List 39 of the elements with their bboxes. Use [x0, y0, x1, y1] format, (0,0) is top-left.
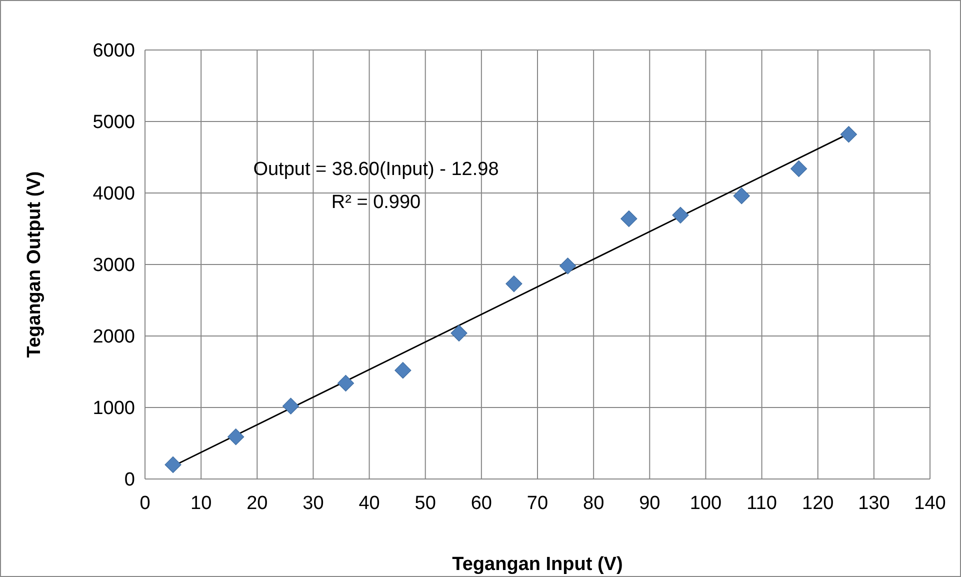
x-tick-label: 110	[746, 493, 777, 514]
annotation: R² = 0.990	[331, 192, 421, 213]
point	[672, 206, 689, 224]
point	[620, 210, 638, 228]
x-tick-label: 80	[583, 493, 604, 514]
x-tick-label: 70	[526, 493, 548, 514]
x-tick-label: 120	[802, 493, 834, 514]
x-tick-label: 30	[302, 493, 324, 514]
point	[840, 126, 857, 143]
point	[164, 456, 182, 473]
point	[506, 276, 522, 292]
point	[450, 324, 468, 342]
x-tick-label: 40	[358, 493, 380, 514]
y-axis-title: Tegangan Output (V)	[24, 171, 45, 358]
point	[337, 374, 354, 392]
point	[394, 362, 412, 379]
x-tick-label: 50	[414, 493, 436, 514]
x-tick-label: 90	[639, 493, 660, 514]
x-tick-label: 60	[470, 493, 492, 514]
x-tick-label: 130	[858, 493, 890, 514]
x-tick-label: 20	[246, 493, 268, 514]
point	[228, 428, 244, 446]
y-tick-label: 6000	[92, 40, 135, 62]
annotation: Output = 38.60(Input) - 12.98	[253, 159, 499, 180]
point	[790, 160, 808, 177]
y-tick-label: 3000	[92, 255, 135, 276]
x-tick-label: 100	[690, 493, 722, 514]
y-tick-label: 0	[124, 470, 135, 491]
y-tick-label: 5000	[92, 112, 135, 134]
point	[282, 398, 300, 414]
x-tick-label: 140	[914, 493, 946, 514]
point	[559, 258, 576, 274]
x-tick-label: 10	[190, 493, 212, 514]
x-axis-title: Tegangan Input (V)	[452, 554, 623, 575]
y-tick-label: 2000	[92, 326, 135, 348]
y-tick-label: 4000	[92, 184, 135, 205]
point	[733, 188, 750, 204]
x-tick-label: 0	[140, 493, 150, 514]
y-tick-label: 1000	[92, 398, 135, 420]
